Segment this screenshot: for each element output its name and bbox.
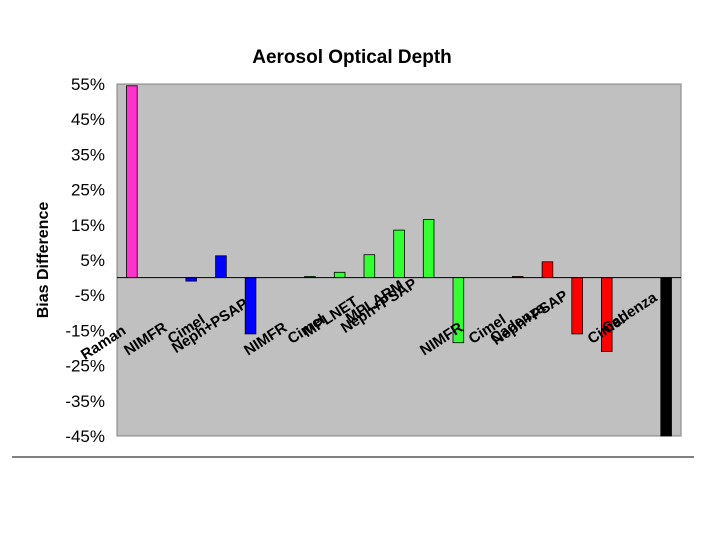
y-tick-label: 35%	[71, 145, 105, 164]
y-tick-label: -5%	[75, 286, 105, 305]
y-tick-label: 55%	[71, 75, 105, 94]
bar-cadenza	[541, 261, 554, 278]
bar-raman	[126, 85, 138, 279]
bar-cimel	[333, 271, 346, 278]
bar-neph-psap	[422, 219, 435, 278]
y-tick-label: -15%	[65, 321, 105, 340]
y-tick-label: -45%	[65, 427, 105, 446]
bar-mplarm	[393, 229, 405, 279]
bar-neph-psap	[571, 277, 583, 335]
y-tick-label: -25%	[65, 357, 105, 376]
y-tick-label: -35%	[65, 392, 105, 411]
y-axis-label: Bias Difference	[35, 202, 52, 319]
y-tick-label: 5%	[80, 251, 105, 270]
bar-cimel	[215, 255, 227, 279]
chart-title: Aerosol Optical Depth	[252, 47, 452, 68]
y-tick-label: 15%	[71, 216, 105, 235]
bar-cadenza	[660, 277, 672, 437]
bar-nimfr	[185, 277, 197, 282]
y-tick-label: 25%	[71, 181, 105, 200]
bar-mplnet	[363, 254, 376, 278]
y-tick-label: 45%	[71, 110, 105, 129]
y-tick-labels: 55% 45% 35% 25% 15% 5% -5% -15% -25% -35% -45%	[65, 75, 105, 446]
